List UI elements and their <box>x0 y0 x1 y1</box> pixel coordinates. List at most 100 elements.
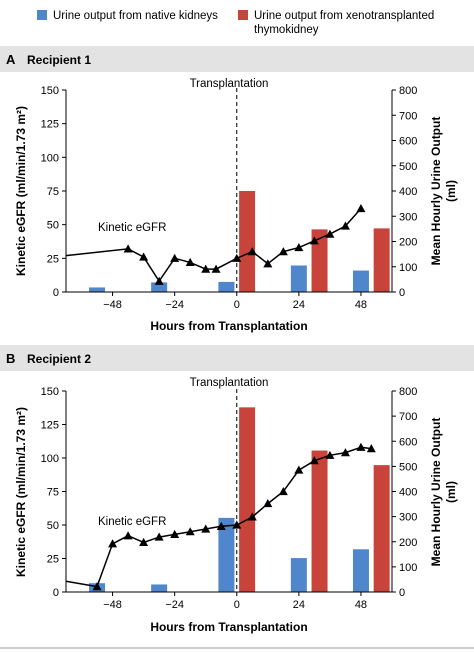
panel-b-egfr-marker-11 <box>247 512 257 521</box>
panel-a-xtick-label-1: −24 <box>165 299 184 311</box>
panel-b-egfr-marker-16 <box>325 450 335 459</box>
panel-b-bar-native-1 <box>151 584 168 592</box>
panel-a-egfr-marker-4 <box>170 253 180 262</box>
panel-b-ytick-right-label-3: 300 <box>399 512 417 524</box>
panel-b-egfr-marker-8 <box>201 524 211 533</box>
panel-b-xtick-label-4: 48 <box>355 599 367 611</box>
panel-b-ylabel-right-2: (ml) <box>444 481 458 503</box>
panel-a-title: Recipient 1 <box>27 53 91 67</box>
panel-a-ytick-left-label-1: 25 <box>47 253 59 265</box>
panel-b-ytick-right-label-7: 700 <box>399 411 417 423</box>
panel-a-ytick-left-label-0: 0 <box>53 287 59 299</box>
panel-a-bar-xeno-0 <box>239 191 256 292</box>
legend-swatch-native <box>37 10 47 20</box>
panel-a-egfr-marker-10 <box>263 259 273 268</box>
panel-b-xtick-label-0: −48 <box>103 599 122 611</box>
panel-a-bar-native-2 <box>218 281 235 292</box>
panel-a-letter: A <box>6 52 16 67</box>
panel-a-egfr-marker-6 <box>201 264 211 273</box>
panel-a-xlabel: Hours from Transplantation <box>150 319 307 333</box>
panel-a-egfr-marker-11 <box>278 247 288 256</box>
panel-a-bar-native-1 <box>151 282 168 292</box>
panel-a-ytick-left-label-2: 50 <box>47 220 59 232</box>
panel-a-xtick-label-2: 0 <box>234 299 240 311</box>
panel-b-ytick-left-label-4: 100 <box>41 453 59 465</box>
panel-b-xtick-label-3: 24 <box>293 599 305 611</box>
panel-a-ytick-right-label-7: 700 <box>399 110 417 122</box>
panel-b-ytick-right-label-6: 600 <box>399 436 417 448</box>
panel-b-title: Recipient 2 <box>27 352 91 366</box>
panel-b-header <box>0 345 474 371</box>
panel-b-ytick-right-label-4: 400 <box>399 487 417 499</box>
panel-b-ytick-right-label-0: 0 <box>399 587 405 599</box>
panel-a-plot: 0 25 50 75 100 125 150 0 100 200 300 400 500 600 700 80… <box>41 85 418 311</box>
panel-b-egfr-marker-17 <box>340 448 350 457</box>
panel-a-ylabel-right-1: Mean Hourly Urine Output <box>429 117 443 266</box>
panel-a-egfr-marker-12 <box>294 243 304 252</box>
legend-label-xeno-1: Urine output from xenotransplanted <box>254 10 434 22</box>
panel-b-egfr-marker-3 <box>123 531 133 540</box>
panel-b-ytick-right-label-5: 500 <box>399 461 417 473</box>
panel-a-egfr-marker-13 <box>309 236 319 245</box>
panel-a-ytick-left-label-5: 125 <box>41 119 59 131</box>
panel-b-ytick-left-label-6: 150 <box>41 386 59 398</box>
panel-a-ytick-right-label-6: 600 <box>399 136 417 148</box>
panel-b-egfr-marker-7 <box>185 527 195 536</box>
panel-b-egfr-marker-15 <box>309 456 319 465</box>
panel-b-egfr-marker-13 <box>278 487 288 496</box>
panel-a-bar-xeno-2 <box>373 228 390 292</box>
panel-a-xtick-label-0: −48 <box>103 299 122 311</box>
panel-b-bar-xeno-1 <box>311 450 328 592</box>
panel-a-bar-native-4 <box>352 270 369 292</box>
panel-b-xlabel: Hours from Transplantation <box>150 620 307 634</box>
panel-b-egfr-marker-6 <box>170 529 180 538</box>
panel-b-ytick-left-label-5: 125 <box>41 420 59 432</box>
panel-a-ytick-left-label-6: 150 <box>41 85 59 97</box>
panel-a-egfr-marker-9 <box>247 247 257 256</box>
panel-b-ytick-right-label-8: 800 <box>399 386 417 398</box>
panel-a-egfr-marker-2 <box>139 252 149 261</box>
panel-a-ytick-right-label-0: 0 <box>399 287 405 299</box>
panel-a-ytick-right-label-2: 200 <box>399 237 417 249</box>
panel-a-xtick-label-3: 24 <box>293 299 305 311</box>
legend-label-native: Urine output from native kidneys <box>53 10 218 22</box>
panel-b-ytick-right-label-1: 100 <box>399 562 417 574</box>
panel-b-plot: 0 25 50 75 100 125 150 0 100 200 300 400 500 600 700 80… <box>41 386 418 611</box>
panel-a-egfr-marker-16 <box>356 204 366 213</box>
panel-b-ytick-right-label-2: 200 <box>399 537 417 549</box>
panel-b-bar-native-4 <box>352 549 369 592</box>
panel-a-egfr-label: Kinetic eGFR <box>98 222 166 234</box>
panel-a-header <box>0 46 474 72</box>
panel-a-transplant-label: Transplantation <box>190 78 269 90</box>
panel-b-bar-xeno-2 <box>373 465 390 592</box>
panel-a-egfr-marker-1 <box>123 244 133 253</box>
panel-b-egfr-marker-14 <box>294 465 304 474</box>
panel-a-ylabel-left: Kinetic eGFR (ml/min/1.73 m²) <box>14 106 28 276</box>
panel-a-ytick-right-label-5: 500 <box>399 161 417 173</box>
panel-b-ytick-left-label-2: 50 <box>47 520 59 532</box>
panel-b-egfr-marker-2 <box>108 539 118 548</box>
panel-b-ytick-left-label-0: 0 <box>53 587 59 599</box>
panel-a-egfr-marker-15 <box>340 221 350 230</box>
panel-b-bar-native-3 <box>290 558 307 592</box>
panel-a-egfr-marker-14 <box>325 229 335 238</box>
panel-b-xtick-label-1: −24 <box>165 599 184 611</box>
panel-b-egfr-marker-12 <box>263 499 273 508</box>
panel-b-ylabel-left: Kinetic eGFR (ml/min/1.73 m²) <box>14 407 28 577</box>
panel-a-bar-xeno-1 <box>311 229 328 292</box>
panel-b-egfr-marker-1 <box>92 582 102 591</box>
panel-a-ytick-left-label-3: 75 <box>47 186 59 198</box>
legend: Urine output from native kidneys Urine o… <box>37 10 434 36</box>
panel-a-ytick-right-label-4: 400 <box>399 186 417 198</box>
panel-a-ytick-left-label-4: 100 <box>41 152 59 164</box>
panel-b-ytick-left-label-3: 75 <box>47 487 59 499</box>
legend-label-xeno-2: thymokidney <box>254 24 319 36</box>
legend-swatch-xeno <box>238 10 248 20</box>
panel-b: B Recipient 2 0 25 50 75 100 125 150 0 100 200 300… <box>0 345 474 634</box>
panel-b-egfr-marker-9 <box>216 521 226 530</box>
panel-a-bar-native-0 <box>89 287 106 292</box>
panel-b-egfr-marker-10 <box>232 520 242 529</box>
panel-a-egfr-marker-8 <box>232 253 242 262</box>
panel-b-xtick-label-2: 0 <box>234 599 240 611</box>
